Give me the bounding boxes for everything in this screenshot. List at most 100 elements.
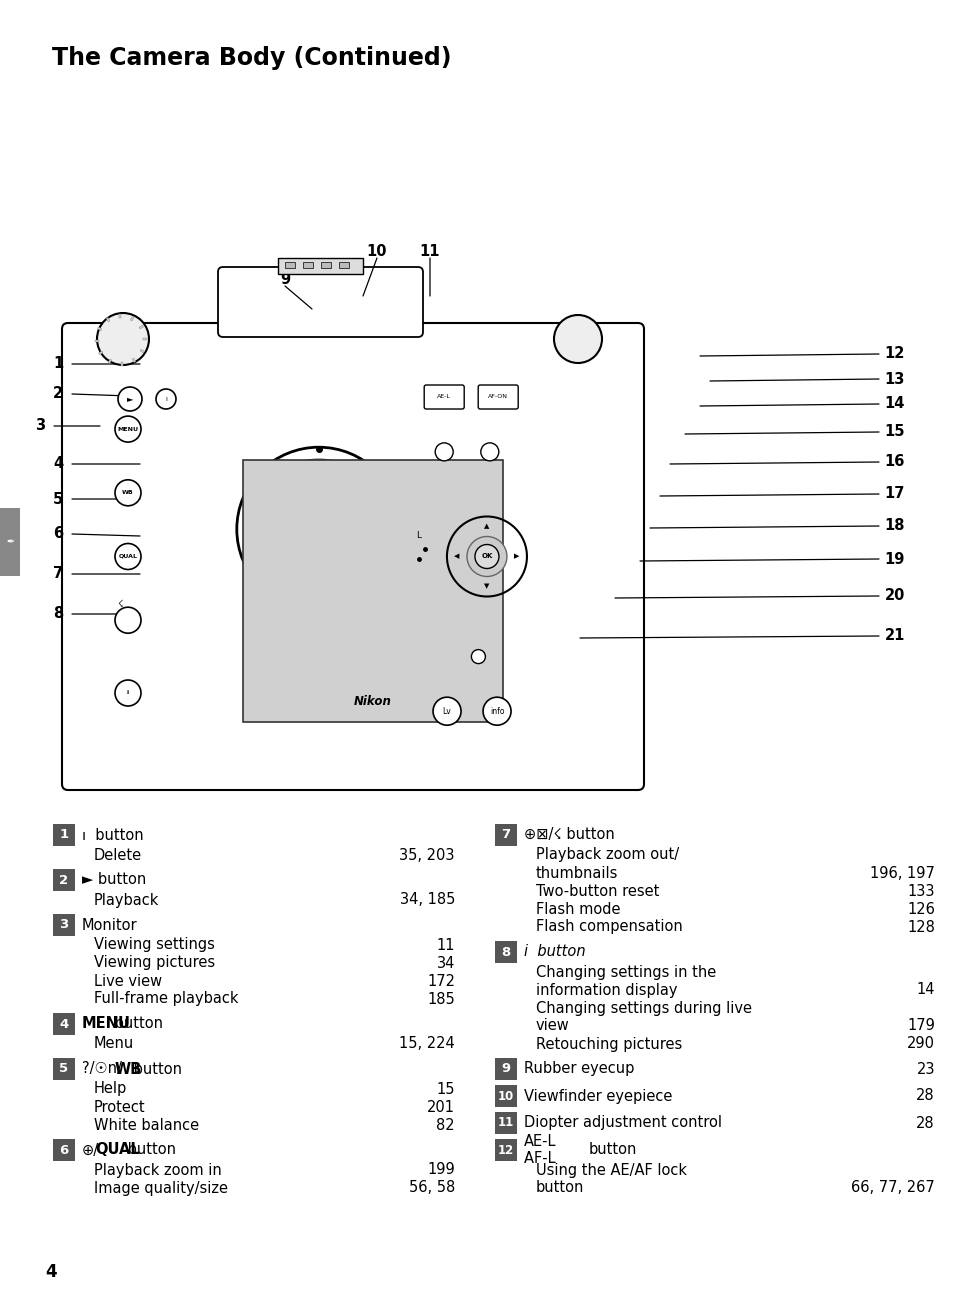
Bar <box>338 261 349 268</box>
Bar <box>108 359 112 364</box>
Text: 2: 2 <box>52 386 63 402</box>
Text: ◀: ◀ <box>454 553 459 560</box>
Text: Playback: Playback <box>94 892 159 908</box>
Bar <box>95 340 99 342</box>
Text: 82: 82 <box>436 1117 455 1133</box>
Circle shape <box>97 313 149 365</box>
Bar <box>495 941 517 963</box>
Circle shape <box>115 417 141 442</box>
Text: OK: OK <box>480 553 492 560</box>
Text: 6: 6 <box>59 1143 69 1156</box>
Text: 290: 290 <box>906 1037 934 1051</box>
Text: Image quality/size: Image quality/size <box>94 1180 228 1196</box>
Circle shape <box>466 536 506 577</box>
Text: 1: 1 <box>52 356 63 372</box>
Text: 12: 12 <box>497 1143 514 1156</box>
Bar <box>285 261 294 268</box>
Text: 3: 3 <box>59 918 69 932</box>
Text: Full-frame playback: Full-frame playback <box>94 992 238 1007</box>
Text: 19: 19 <box>883 552 904 566</box>
Text: 34: 34 <box>436 955 455 971</box>
Text: 5: 5 <box>52 491 63 506</box>
Text: ?/☉n/: ?/☉n/ <box>82 1062 122 1076</box>
Bar <box>98 351 103 355</box>
Text: 15: 15 <box>436 1081 455 1096</box>
Bar <box>97 327 102 331</box>
Text: ▲: ▲ <box>484 523 489 530</box>
Text: information display: information display <box>536 983 677 997</box>
Text: info: info <box>489 707 504 716</box>
Text: 4: 4 <box>52 456 63 472</box>
Bar <box>243 460 502 721</box>
Text: 8: 8 <box>501 946 510 958</box>
Text: 4: 4 <box>59 1017 69 1030</box>
Text: QUAL: QUAL <box>118 555 137 558</box>
Bar <box>140 350 144 353</box>
Text: 15: 15 <box>883 424 904 439</box>
Bar <box>119 314 121 318</box>
Text: 13: 13 <box>883 372 904 386</box>
Text: 12: 12 <box>883 347 904 361</box>
Text: 128: 128 <box>906 920 934 934</box>
Text: Help: Help <box>94 1081 127 1096</box>
Text: 185: 185 <box>427 992 455 1007</box>
Text: 6: 6 <box>52 527 63 541</box>
Text: 199: 199 <box>427 1163 455 1177</box>
Bar <box>143 338 147 340</box>
Text: thumbnails: thumbnails <box>536 866 618 880</box>
FancyBboxPatch shape <box>218 267 422 336</box>
Text: i: i <box>127 690 129 695</box>
Bar <box>320 261 331 268</box>
Text: 35, 203: 35, 203 <box>399 848 455 862</box>
Text: 66, 77, 267: 66, 77, 267 <box>850 1180 934 1196</box>
Text: 7: 7 <box>52 566 63 582</box>
Circle shape <box>482 698 511 725</box>
Bar <box>121 361 123 367</box>
Text: 8: 8 <box>52 607 63 622</box>
Text: 14: 14 <box>916 983 934 997</box>
Text: 5: 5 <box>59 1063 69 1075</box>
Bar <box>53 824 75 846</box>
Text: 15, 224: 15, 224 <box>399 1037 455 1051</box>
Text: 11: 11 <box>419 243 439 259</box>
Text: 20: 20 <box>883 589 904 603</box>
Text: ▼: ▼ <box>484 583 489 590</box>
Text: button: button <box>111 1017 163 1031</box>
Text: ▶: ▶ <box>514 553 519 560</box>
Text: ו: ו <box>165 396 167 402</box>
Text: Flash compensation: Flash compensation <box>536 920 682 934</box>
Circle shape <box>115 681 141 706</box>
Text: Monitor: Monitor <box>82 917 137 933</box>
Text: MENU: MENU <box>117 427 138 431</box>
FancyBboxPatch shape <box>62 323 643 790</box>
Text: 28: 28 <box>916 1116 934 1130</box>
Text: 9: 9 <box>501 1063 510 1075</box>
Text: Viewfinder eyepiece: Viewfinder eyepiece <box>523 1088 672 1104</box>
Circle shape <box>115 480 141 506</box>
Text: 16: 16 <box>883 455 904 469</box>
Circle shape <box>554 315 601 363</box>
Text: Rubber eyecup: Rubber eyecup <box>523 1062 634 1076</box>
Text: 23: 23 <box>916 1062 934 1076</box>
Text: Diopter adjustment control: Diopter adjustment control <box>523 1116 721 1130</box>
Text: Protect: Protect <box>94 1100 146 1114</box>
Text: WB: WB <box>122 490 133 495</box>
Text: 10: 10 <box>497 1089 514 1102</box>
Text: ☇: ☇ <box>117 599 123 610</box>
Text: 11: 11 <box>497 1117 514 1130</box>
Text: AE-L
AF-L: AE-L AF-L <box>523 1134 559 1167</box>
Text: Changing settings in the: Changing settings in the <box>536 964 716 979</box>
Text: Two-button reset: Two-button reset <box>536 883 659 899</box>
Text: 4: 4 <box>45 1263 56 1281</box>
Text: 3: 3 <box>35 418 45 434</box>
Bar <box>53 1139 75 1162</box>
Bar <box>495 1112 517 1134</box>
Circle shape <box>115 544 141 569</box>
Text: Flash mode: Flash mode <box>536 901 619 916</box>
Text: The Camera Body (Continued): The Camera Body (Continued) <box>52 46 451 70</box>
Text: 201: 201 <box>427 1100 455 1114</box>
Text: Retouching pictures: Retouching pictures <box>536 1037 681 1051</box>
Text: Lv: Lv <box>442 707 451 716</box>
Bar <box>131 317 133 321</box>
Text: Viewing settings: Viewing settings <box>94 937 214 953</box>
